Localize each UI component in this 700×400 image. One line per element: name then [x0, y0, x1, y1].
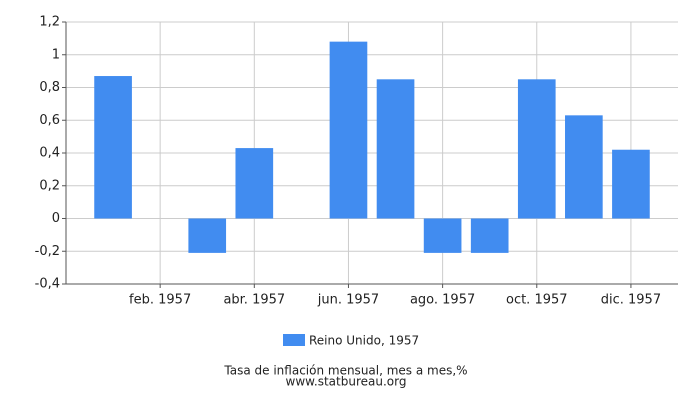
- y-tick-label: 1,2: [39, 15, 60, 30]
- y-tick-label: 0,8: [39, 80, 60, 95]
- y-tick-label: 1: [52, 47, 60, 62]
- bar: [188, 218, 227, 253]
- x-tick-label: ago. 1957: [410, 293, 475, 308]
- x-tick-label: dic. 1957: [601, 293, 661, 308]
- y-tick-label: 0,6: [39, 113, 60, 128]
- bar: [329, 41, 368, 219]
- x-tick-label: oct. 1957: [506, 293, 568, 308]
- bar: [235, 148, 274, 219]
- legend-swatch: [283, 334, 305, 346]
- y-tick-label: 0,4: [39, 146, 60, 161]
- y-tick-label: 0,2: [39, 178, 60, 193]
- x-tick-label: abr. 1957: [223, 293, 285, 308]
- x-tick-label: feb. 1957: [129, 293, 191, 308]
- x-tick-label: jun. 1957: [317, 293, 379, 308]
- bar: [470, 218, 509, 253]
- bar: [376, 79, 415, 219]
- legend-label: Reino Unido, 1957: [309, 334, 419, 348]
- bar: [612, 149, 650, 219]
- bar: [423, 218, 462, 253]
- bar: [565, 115, 603, 219]
- bar: [517, 79, 556, 219]
- bar: [94, 76, 132, 219]
- y-tick-label: -0,4: [35, 277, 60, 292]
- source: www.statbureau.org: [286, 375, 407, 389]
- y-tick-label: -0,2: [35, 244, 60, 259]
- y-tick-label: 0: [52, 211, 60, 226]
- caption: Tasa de inflación mensual, mes a mes,%: [223, 364, 467, 378]
